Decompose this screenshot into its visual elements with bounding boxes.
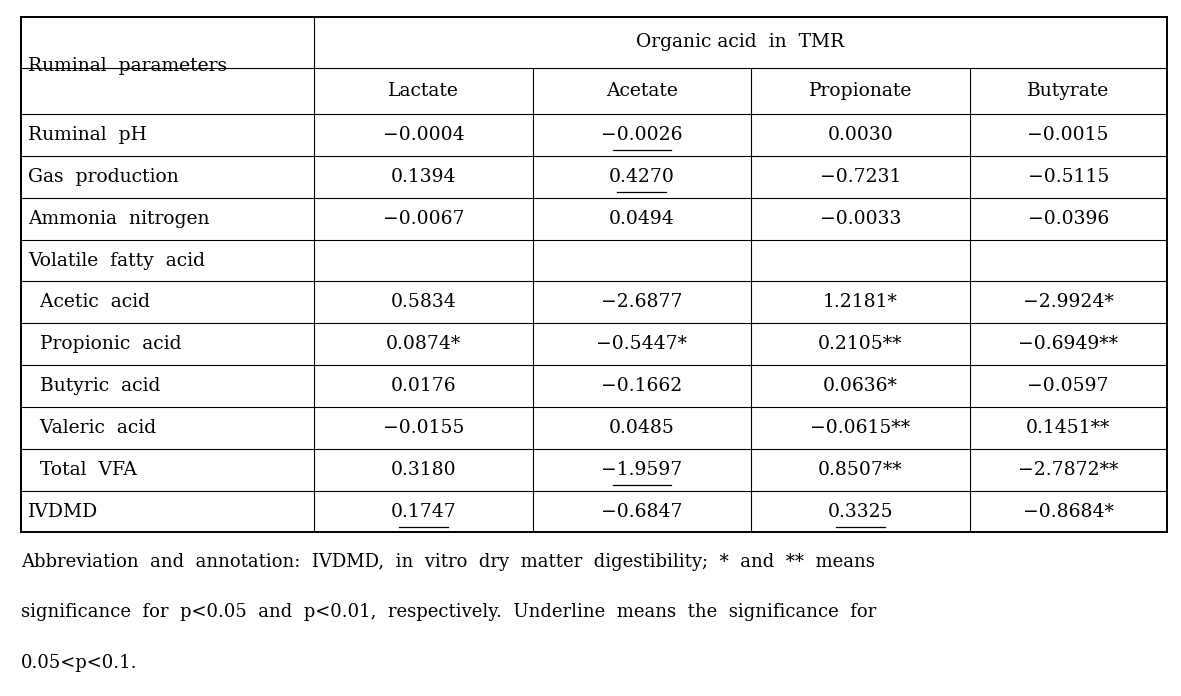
Text: −0.0033: −0.0033 (820, 209, 901, 228)
Text: −0.0615**: −0.0615** (810, 419, 911, 437)
Text: −1.9597: −1.9597 (601, 461, 683, 479)
Text: Propionate: Propionate (809, 82, 912, 100)
Text: Ruminal  parameters: Ruminal parameters (28, 57, 228, 74)
Text: IVDMD: IVDMD (28, 503, 98, 521)
Text: 0.1451**: 0.1451** (1026, 419, 1110, 437)
Text: Organic acid  in  TMR: Organic acid in TMR (637, 33, 844, 52)
Text: −0.0026: −0.0026 (601, 126, 683, 144)
Text: −0.0067: −0.0067 (383, 209, 464, 228)
Text: 0.3325: 0.3325 (828, 503, 893, 521)
Text: Propionic  acid: Propionic acid (28, 335, 182, 353)
Text: 0.0494: 0.0494 (609, 209, 674, 228)
Text: −2.9924*: −2.9924* (1023, 294, 1114, 311)
Text: −0.0155: −0.0155 (383, 419, 464, 437)
Text: −2.7872**: −2.7872** (1018, 461, 1118, 479)
Text: −0.5115: −0.5115 (1027, 168, 1109, 186)
Text: −0.0004: −0.0004 (383, 126, 464, 144)
Text: 0.05<p<0.1.: 0.05<p<0.1. (21, 654, 138, 672)
Text: 0.1747: 0.1747 (391, 503, 456, 521)
Text: Acetate: Acetate (606, 82, 678, 100)
Text: Acetic  acid: Acetic acid (28, 294, 150, 311)
Text: Butyrate: Butyrate (1027, 82, 1109, 100)
Text: 0.0485: 0.0485 (609, 419, 674, 437)
Text: 0.0874*: 0.0874* (386, 335, 461, 353)
Text: −0.6847: −0.6847 (601, 503, 683, 521)
Text: Ammonia  nitrogen: Ammonia nitrogen (28, 209, 210, 228)
Text: −0.1662: −0.1662 (601, 377, 683, 395)
Text: −0.7231: −0.7231 (820, 168, 901, 186)
Text: 1.2181*: 1.2181* (823, 294, 898, 311)
Text: 0.4270: 0.4270 (609, 168, 674, 186)
Text: −2.6877: −2.6877 (601, 294, 683, 311)
Text: −0.0015: −0.0015 (1027, 126, 1109, 144)
Text: 0.5834: 0.5834 (391, 294, 456, 311)
Text: Gas  production: Gas production (28, 168, 180, 186)
Text: Butyric  acid: Butyric acid (28, 377, 161, 395)
Text: Lactate: Lactate (387, 82, 459, 100)
Text: Ruminal  pH: Ruminal pH (28, 126, 148, 144)
Text: Valeric  acid: Valeric acid (28, 419, 156, 437)
Text: significance  for  p<0.05  and  p<0.01,  respectively.  Underline  means  the  s: significance for p<0.05 and p<0.01, resp… (21, 603, 876, 622)
Text: 0.2105**: 0.2105** (818, 335, 902, 353)
Text: Volatile  fatty  acid: Volatile fatty acid (28, 251, 205, 269)
Text: −0.0396: −0.0396 (1027, 209, 1109, 228)
Text: −0.5447*: −0.5447* (596, 335, 687, 353)
Text: 0.1394: 0.1394 (391, 168, 456, 186)
Text: 0.0636*: 0.0636* (823, 377, 898, 395)
Text: 0.3180: 0.3180 (391, 461, 456, 479)
Text: 0.8507**: 0.8507** (818, 461, 902, 479)
Text: −0.0597: −0.0597 (1027, 377, 1109, 395)
Text: 0.0176: 0.0176 (391, 377, 456, 395)
Text: 0.0030: 0.0030 (828, 126, 893, 144)
Text: −0.8684*: −0.8684* (1023, 503, 1114, 521)
Text: Total  VFA: Total VFA (28, 461, 137, 479)
Text: Abbreviation  and  annotation:  IVDMD,  in  vitro  dry  matter  digestibility;  : Abbreviation and annotation: IVDMD, in v… (21, 553, 875, 571)
Text: −0.6949**: −0.6949** (1018, 335, 1118, 353)
